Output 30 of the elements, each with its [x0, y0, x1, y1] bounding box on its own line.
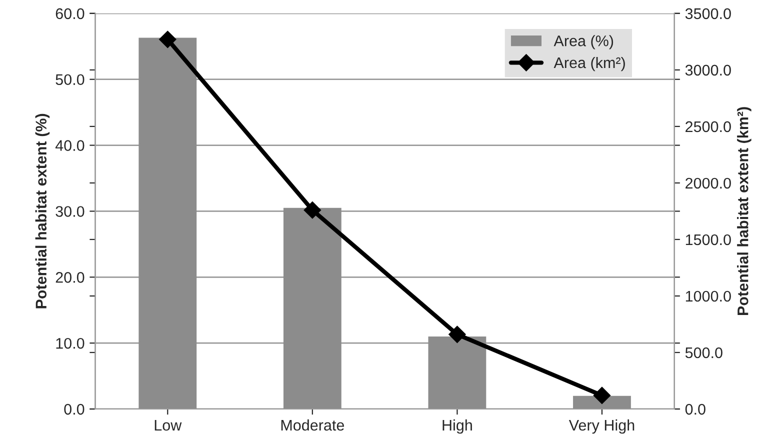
legend-label: Area (%) — [554, 35, 614, 50]
y-tick-label: 50.0 — [56, 74, 84, 86]
x-tick-label: Very High — [568, 419, 634, 434]
y2-tick-label: 3000.0 — [685, 64, 731, 76]
y-tick-label: 30.0 — [56, 206, 84, 217]
x-tick-label: Low — [154, 420, 182, 431]
point — [593, 386, 611, 404]
y-axis-title: Potential habitat extent (%) — [35, 114, 50, 308]
y2-tick-label: 3500.0 — [685, 8, 731, 20]
legend-label: Area (km²) — [554, 56, 625, 72]
x-tick-label: Moderate — [281, 419, 344, 431]
y2-tick-label: 1500.0 — [686, 234, 731, 246]
y-tick-label: 10.0 — [56, 338, 84, 349]
y2-tick-label: 500.0 — [685, 347, 722, 358]
y2-tick-label: 1000.0 — [686, 290, 731, 302]
y2-tick-label: 2000.0 — [686, 178, 731, 189]
point — [304, 202, 321, 219]
bar — [428, 336, 486, 410]
y2-tick-label: 0.0 — [685, 404, 706, 415]
point — [448, 326, 466, 343]
y-tick-label: 0.0 — [64, 404, 84, 415]
point — [159, 30, 176, 48]
bar — [283, 208, 342, 410]
y2-axis-title: Potential habitat extent (km²) — [737, 107, 752, 316]
y2-tick-label: 2500.0 — [686, 121, 731, 132]
y-tick-label: 60.0 — [56, 8, 84, 20]
y-tick-label: 40.0 — [55, 140, 84, 151]
x-tick-label: High — [442, 419, 472, 434]
bar — [138, 38, 197, 410]
y-tick-label: 20.0 — [56, 272, 84, 283]
